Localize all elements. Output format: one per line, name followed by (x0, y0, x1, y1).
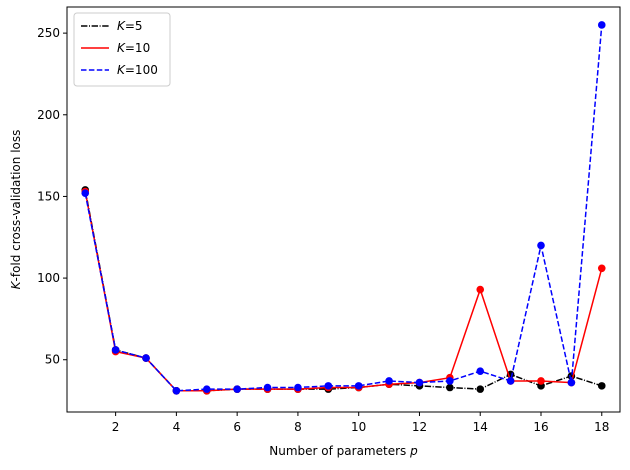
y-tick-label: 50 (45, 353, 60, 367)
data-point-k100 (294, 383, 302, 392)
x-tick-label: 10 (351, 420, 366, 434)
data-point-k100 (142, 354, 150, 362)
legend-box (73, 12, 171, 87)
x-tick-label: 18 (594, 420, 609, 434)
data-point-k100 (597, 21, 606, 29)
data-point-k100 (506, 377, 515, 385)
x-tick-label: 14 (473, 420, 488, 434)
data-point-k100 (537, 241, 545, 250)
y-tick-label: 250 (37, 26, 60, 40)
data-point-k100 (111, 346, 120, 354)
data-point-k100 (476, 367, 485, 375)
data-point-k10 (597, 264, 606, 273)
series-layer (81, 21, 606, 395)
x-tick-label: 16 (533, 420, 548, 434)
data-point-k100 (202, 385, 211, 393)
y-axis: 50 100 150 200 250 (37, 26, 67, 367)
data-point-k100 (446, 377, 454, 385)
legend-entry-label: K=100 (117, 63, 158, 77)
x-axis-label: Number of parameters p (269, 444, 418, 458)
data-point-k100 (324, 382, 333, 390)
series-line-k10 (84, 191, 603, 392)
data-point-k100 (385, 377, 393, 385)
y-axis-label: K-fold cross-validation loss (9, 130, 23, 290)
axes-frame (66, 6, 621, 413)
y-tick-label: 100 (37, 271, 60, 285)
y-tick-label: 150 (37, 189, 60, 203)
y-tick-label: 200 (37, 108, 60, 122)
data-point-k100 (233, 385, 241, 393)
x-tick-label: 8 (294, 420, 302, 434)
series-line-k5 (84, 189, 602, 392)
data-point-k5 (597, 382, 606, 390)
data-point-k100 (354, 382, 363, 390)
data-point-k5 (476, 385, 485, 393)
legend: K=5 K=10 K=100 (73, 12, 171, 87)
x-tick-label: 6 (233, 420, 241, 434)
data-point-k5 (446, 383, 454, 392)
legend-entry-label: K=5 (117, 19, 143, 33)
data-point-k10 (476, 285, 485, 294)
data-point-k100 (415, 378, 424, 387)
x-tick-label: 2 (112, 420, 120, 434)
data-point-k100 (263, 383, 272, 392)
data-point-k100 (81, 189, 90, 197)
x-axis: 2 4 6 8 10 12 14 16 18 (112, 412, 609, 434)
legend-entry-label: K=10 (117, 41, 150, 55)
series-line-k100 (84, 24, 603, 392)
x-tick-label: 12 (412, 420, 427, 434)
data-point-k10 (537, 377, 545, 385)
data-point-k100 (172, 386, 181, 395)
x-tick-label: 4 (173, 420, 181, 434)
data-point-k100 (567, 378, 576, 387)
